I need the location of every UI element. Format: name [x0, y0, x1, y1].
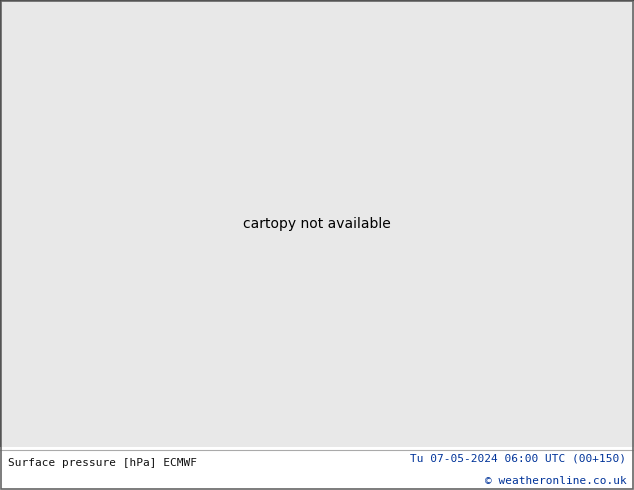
Text: © weatheronline.co.uk: © weatheronline.co.uk	[484, 476, 626, 486]
Text: Tu 07-05-2024 06:00 UTC (00+150): Tu 07-05-2024 06:00 UTC (00+150)	[410, 453, 626, 463]
Text: cartopy not available: cartopy not available	[243, 217, 391, 231]
Text: Surface pressure [hPa] ECMWF: Surface pressure [hPa] ECMWF	[8, 458, 197, 468]
